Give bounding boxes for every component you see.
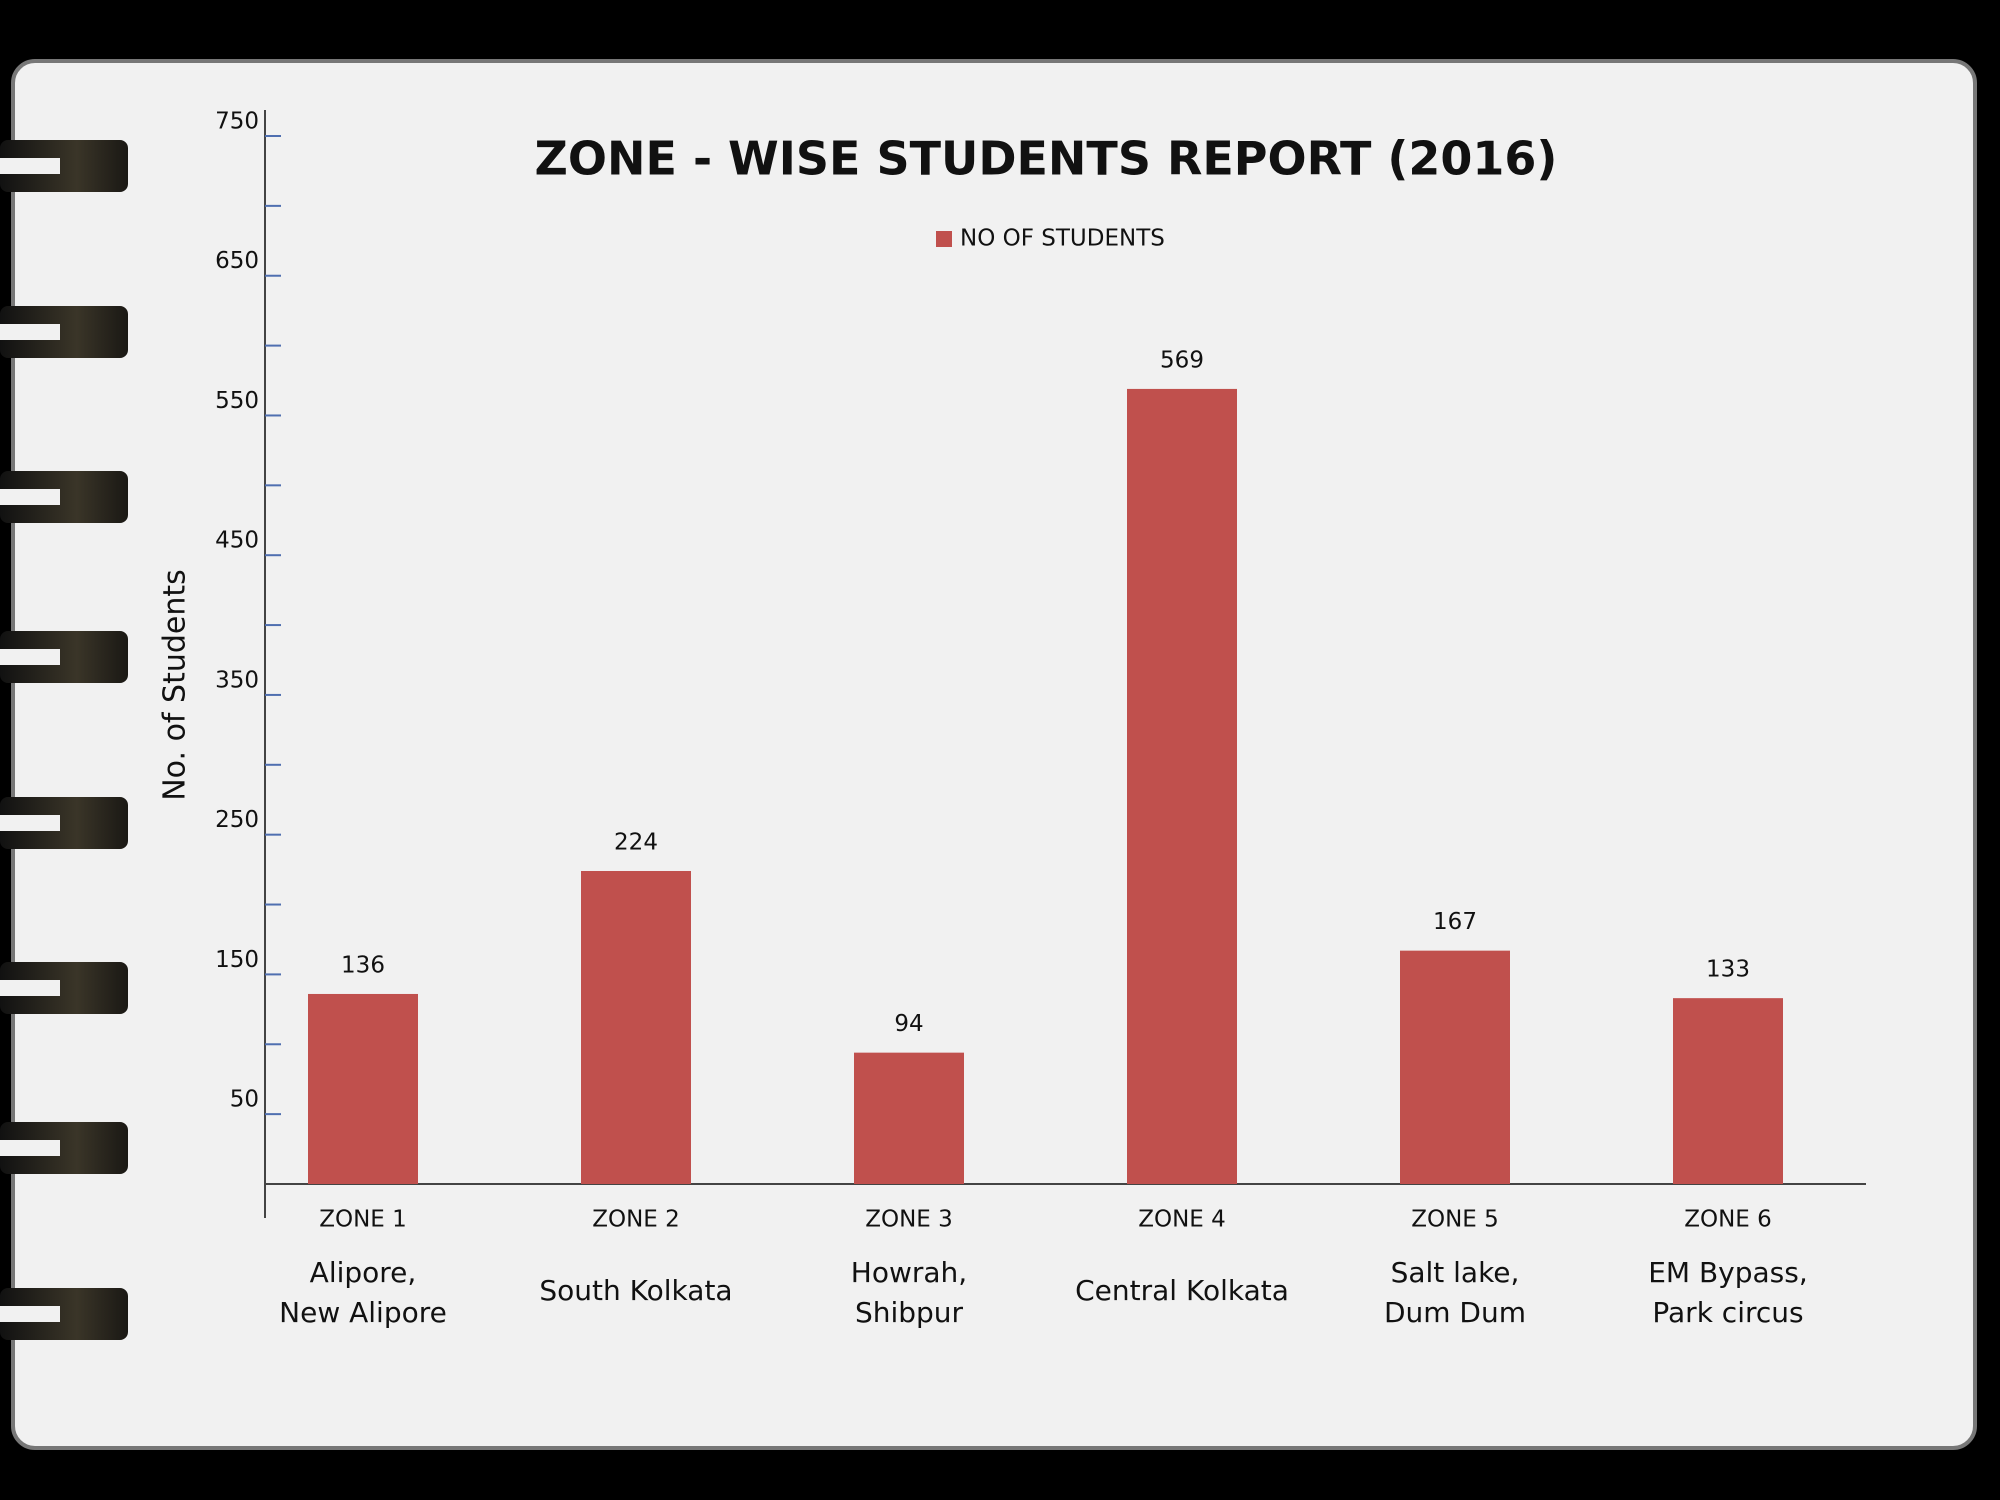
ring-hole xyxy=(0,1306,60,1322)
zone-sublabel: Alipore, xyxy=(310,1256,417,1289)
y-tick-label: 550 xyxy=(215,388,259,414)
y-tick-label: 150 xyxy=(215,947,259,973)
ring-hole xyxy=(0,324,60,340)
chart-title: ZONE - WISE STUDENTS REPORT (2016) xyxy=(535,132,1558,186)
ring-hole xyxy=(0,158,60,174)
zone-sublabel: Salt lake, xyxy=(1391,1256,1520,1289)
value-label: 224 xyxy=(614,829,658,855)
ring xyxy=(0,962,128,1014)
y-tick-label: 50 xyxy=(230,1087,259,1113)
x-tick-label: ZONE 2 xyxy=(592,1207,680,1233)
ring xyxy=(0,631,128,683)
ring xyxy=(0,797,128,849)
x-tick-label: ZONE 4 xyxy=(1138,1207,1226,1233)
x-tick-label: ZONE 6 xyxy=(1684,1207,1772,1233)
bar xyxy=(308,993,418,1184)
zone-sublabel: Park circus xyxy=(1652,1296,1803,1329)
y-tick-label: 750 xyxy=(215,109,259,135)
paper xyxy=(11,59,1977,1450)
x-tick-label: ZONE 5 xyxy=(1411,1207,1499,1233)
y-tick-label: 250 xyxy=(215,807,259,833)
ring xyxy=(0,306,128,358)
bar xyxy=(1127,388,1237,1184)
zone-sublabel: South Kolkata xyxy=(539,1274,732,1307)
ring xyxy=(0,1288,128,1340)
ring-hole xyxy=(0,815,60,831)
bar xyxy=(854,1052,964,1184)
x-tick-label: ZONE 1 xyxy=(319,1207,407,1233)
ring-hole xyxy=(0,489,60,505)
value-label: 133 xyxy=(1706,957,1750,983)
spiral xyxy=(0,140,128,1340)
ring xyxy=(0,1122,128,1174)
value-label: 136 xyxy=(341,952,385,978)
legend-swatch xyxy=(936,231,952,247)
ring xyxy=(0,471,128,523)
value-label: 94 xyxy=(894,1011,923,1037)
y-tick-label: 650 xyxy=(215,248,259,274)
bar xyxy=(1400,950,1510,1184)
value-label: 167 xyxy=(1433,909,1477,935)
x-tick-label: ZONE 3 xyxy=(865,1207,953,1233)
zone-sublabel: EM Bypass, xyxy=(1648,1256,1808,1289)
zone-sublabel: New Alipore xyxy=(279,1296,447,1329)
ring-hole xyxy=(0,980,60,996)
value-label: 569 xyxy=(1160,347,1204,373)
ring-hole xyxy=(0,1140,60,1156)
zone-sublabel: Dum Dum xyxy=(1384,1296,1526,1329)
y-axis-label: No. of Students xyxy=(158,569,193,801)
legend-label: NO OF STUDENTS xyxy=(960,226,1165,252)
zone-sublabel: Howrah, xyxy=(851,1256,967,1289)
bar xyxy=(581,870,691,1184)
ring xyxy=(0,140,128,192)
zone-sublabel: Shibpur xyxy=(855,1296,964,1329)
ring-hole xyxy=(0,649,60,665)
y-tick-label: 450 xyxy=(215,528,259,554)
y-tick-label: 350 xyxy=(215,667,259,693)
bar xyxy=(1673,998,1783,1184)
zone-sublabel: Central Kolkata xyxy=(1075,1274,1289,1307)
